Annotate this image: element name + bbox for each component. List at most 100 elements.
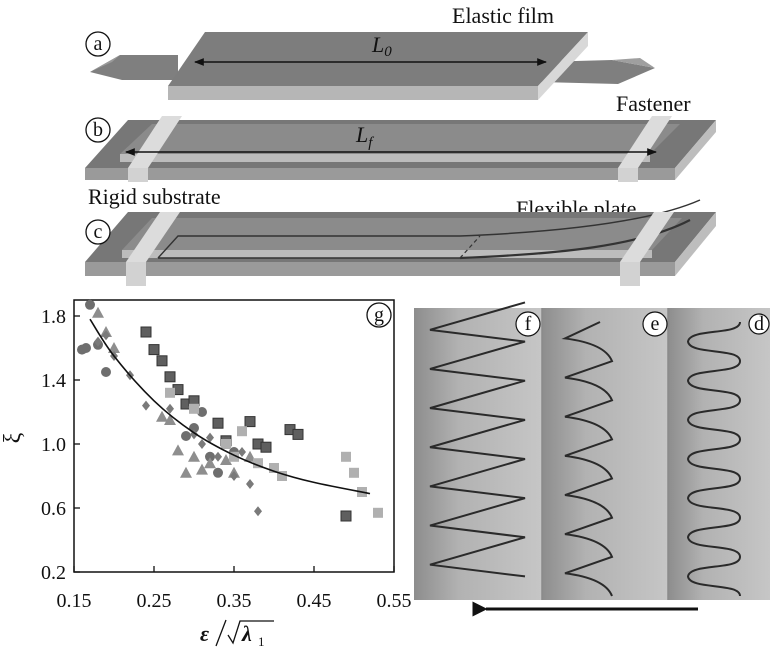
wave-pattern-d	[686, 321, 742, 597]
data-point-triangle	[172, 444, 184, 456]
data-point-triangle	[156, 410, 168, 422]
data-point-diamond	[94, 336, 102, 347]
data-point-diamond	[198, 439, 206, 449]
circle-label-e: e	[642, 311, 668, 337]
data-point-diamond	[254, 506, 262, 517]
data-point-square	[156, 355, 168, 367]
fastener-label: Fastener	[616, 91, 691, 116]
x-tick-label: 0.15	[57, 590, 92, 612]
data-point-diamond	[238, 447, 246, 457]
data-point-square	[341, 451, 351, 462]
data-point-square	[165, 387, 175, 398]
data-point-diamond	[246, 479, 254, 489]
circle-label-b: b	[85, 117, 111, 143]
data-point-square	[277, 471, 287, 481]
fastener-left-c	[126, 212, 180, 286]
data-point-square	[229, 451, 239, 462]
elastic-film-b	[120, 124, 680, 162]
data-point-square	[244, 416, 256, 428]
data-point-triangle	[220, 454, 232, 465]
data-point-square	[349, 467, 359, 478]
data-point-diamond	[214, 451, 222, 462]
lf-label: Lf	[355, 122, 374, 151]
fit-curve	[89, 318, 371, 495]
x-tick-label: 0.55	[377, 590, 412, 612]
fastener-right-c	[620, 212, 674, 286]
wave-pattern-e	[561, 321, 614, 597]
y-tick-label: 1.8	[41, 306, 66, 328]
svg-text:f: f	[525, 313, 532, 335]
data-point-circle	[181, 431, 191, 441]
data-point-diamond	[142, 400, 150, 411]
data-point-circle	[85, 299, 95, 310]
data-point-square	[373, 507, 383, 518]
svg-text:e: e	[651, 313, 660, 335]
data-point-triangle	[164, 414, 176, 425]
data-point-circle	[197, 407, 207, 417]
x-tick-label: 0.35	[217, 590, 252, 612]
plot-frame	[73, 299, 395, 573]
data-point-square	[164, 371, 176, 383]
l0-label: L0	[371, 32, 392, 60]
photo-panels: f e d	[414, 301, 770, 617]
data-point-square	[212, 417, 224, 429]
svg-text:c: c	[94, 221, 103, 243]
data-point-square	[340, 510, 352, 522]
data-point-triangle	[180, 466, 192, 478]
svg-text:λ: λ	[241, 621, 252, 646]
data-point-circle	[213, 467, 223, 478]
data-point-circle	[205, 451, 215, 462]
elastic-film-c	[122, 218, 682, 258]
panel-b: Lf Fastener b	[85, 91, 716, 182]
data-point-square	[292, 428, 304, 440]
y-tick-label: 0.2	[41, 562, 66, 584]
data-point-diamond	[166, 403, 174, 414]
data-point-triangle	[92, 306, 104, 318]
circle-label-c: c	[85, 219, 111, 245]
svg-text:d: d	[754, 313, 764, 335]
data-point-square	[140, 326, 152, 338]
circle-label-a: a	[85, 31, 111, 57]
photo-e	[542, 308, 668, 600]
rigid-substrate-label: Rigid substrate	[88, 184, 221, 209]
data-point-circle	[101, 367, 111, 377]
svg-text:a: a	[94, 33, 103, 55]
circle-label-d: d	[748, 313, 770, 335]
data-point-triangle	[188, 450, 200, 462]
y-axis-label: ξ	[0, 432, 26, 443]
data-point-circle	[81, 343, 91, 353]
svg-text:1: 1	[258, 634, 265, 649]
svg-text:b: b	[93, 119, 103, 141]
data-point-triangle	[108, 342, 120, 353]
y-tick-label: 1.0	[41, 434, 66, 456]
wave-pattern-f	[429, 301, 526, 578]
photo-d	[668, 308, 770, 600]
data-point-square	[189, 403, 199, 414]
data-point-square	[221, 439, 231, 449]
data-point-diamond	[230, 471, 238, 481]
svg-text:g: g	[374, 304, 384, 326]
data-point-square	[237, 426, 247, 437]
data-point-triangle	[204, 457, 216, 469]
panel-g-chart: 0.15 0.25 0.35 0.45 0.550.20.61.01.41.8 g ξ …	[0, 299, 412, 649]
x-tick-label: 0.25	[137, 590, 172, 612]
panel-c: Rigid substrate Flexible plate	[85, 184, 716, 286]
data-point-diamond	[102, 330, 110, 341]
data-point-square	[148, 344, 160, 356]
flexible-plate-c	[157, 199, 701, 260]
x-tick-label: 0.45	[297, 590, 332, 612]
svg-text:ε: ε	[200, 621, 209, 646]
data-points	[77, 299, 383, 522]
elastic-film-label: Elastic film	[452, 3, 554, 28]
data-point-square	[269, 463, 279, 473]
pull-arrow-left	[90, 55, 178, 80]
data-point-triangle	[196, 463, 208, 475]
data-point-square	[253, 458, 263, 469]
y-tick-label: 0.6	[41, 498, 66, 520]
panel-a: L0 Elastic film a	[85, 3, 655, 100]
x-axis-label: ε λ 1	[200, 619, 274, 649]
y-tick-label: 1.4	[41, 370, 66, 392]
data-point-diamond	[206, 432, 214, 443]
circle-label-g: g	[366, 302, 392, 328]
